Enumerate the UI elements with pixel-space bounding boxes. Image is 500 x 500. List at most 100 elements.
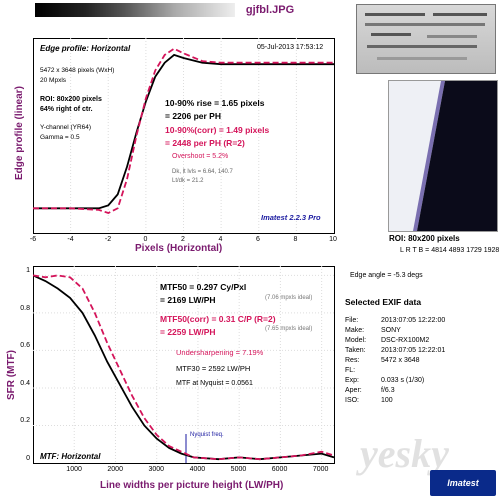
top-x-tick: 10 [329, 236, 337, 243]
nyquist-label: Nyquist freq. [190, 432, 224, 438]
exif-row: Taken: 2013:07:05 12:22:01 [345, 347, 445, 354]
exif-key: File: [345, 317, 359, 324]
top-x-ticks: -6 -4 -2 0 2 4 6 8 10 [0, 236, 340, 248]
roi-coords: L R T B = 4814 4893 1729 1928 [400, 247, 500, 254]
top-ylabel: Edge profile (linear) [14, 86, 25, 180]
exif-value: 2013:07:05 12:22:00 [381, 317, 446, 324]
rise-text: 10-90% rise = 1.65 pixels = 2206 per PH [165, 97, 264, 123]
top-x-tick: 2 [181, 236, 185, 243]
rise-text-pixels: 10-90% rise = 1.65 pixels [165, 98, 265, 108]
bottom-x-tick: 1000 [66, 466, 82, 473]
exif-key: FL: [345, 367, 356, 374]
exif-value: 100 [381, 397, 393, 404]
exif-key: ISO: [345, 397, 360, 404]
exif-key: Make: [345, 327, 365, 334]
exif-value: 0.033 s (1/30) [381, 377, 425, 384]
bottom-x-tick: 7000 [312, 466, 329, 473]
exif-key: Model: [345, 337, 367, 344]
mtf50-ideal: (7.06 mpxls ideal) [265, 295, 313, 301]
bottom-x-tick: 3000 [148, 466, 165, 473]
exif-value: f/6.3 [381, 387, 395, 394]
rise-text-ph: = 2206 per PH [165, 111, 221, 121]
bottom-y-tick: 0.4 [20, 379, 30, 387]
image-info: 5472 x 3648 pixels (WxH) 20 Mpxls [40, 66, 114, 86]
top-x-tick: 0 [143, 236, 148, 243]
top-grid [70, 38, 297, 233]
bottom-x-tick: 5000 [230, 466, 247, 473]
exif-row: File: 2013:07:05 12:22:00 [345, 317, 445, 324]
edge-angle: Edge angle = -5.3 degs [350, 272, 423, 279]
mtf50-cy-pxl: MTF50 = 0.297 Cy/Pxl [160, 282, 247, 292]
roi-title: ROI: 80x200 pixels [389, 234, 460, 243]
mtf50-text: MTF50 = 0.297 Cy/Pxl = 2169 LW/PH [160, 281, 246, 307]
top-x-tick: 4 [218, 236, 223, 243]
channel-info-gamma: Gamma = 0.5 [40, 134, 80, 141]
image-info-mpxls: 20 Mpxls [40, 77, 67, 84]
top-x-tick: -6 [29, 236, 37, 243]
undersharpening-text: Undersharpening = 7.19% [176, 348, 264, 357]
edge-profile-corr-line [33, 47, 334, 214]
bottom-x-tick: 6000 [271, 466, 288, 473]
exif-row: Make: SONY [345, 327, 401, 334]
mtf50-lw-ph: = 2169 LW/PH [160, 295, 216, 305]
bottom-grid [33, 266, 334, 463]
bottom-y-tick: 0.8 [20, 304, 30, 312]
bottom-heading: MTF: Horizontal [40, 452, 101, 461]
gray-gradient-bar [35, 3, 235, 17]
exif-title: Selected EXIF data [345, 297, 422, 307]
dark-light-ratio: Lt/dk = 21.2 [172, 178, 204, 184]
exif-row: Model: DSC-RX100M2 [345, 337, 429, 344]
mtf50corr-text: MTF50(corr) = 0.31 C/P (R=2) = 2259 LW/P… [160, 313, 276, 339]
mtf-chart [33, 266, 335, 464]
top-heading: Edge profile: Horizontal [40, 44, 131, 53]
exif-row: Aper: f/6.3 [345, 387, 395, 394]
top-x-tick: 6 [256, 236, 260, 243]
imatest-logo: Imatest [430, 470, 496, 496]
exif-value: 2013:07:05 12:22:01 [381, 347, 446, 354]
image-info-dimensions: 5472 x 3648 pixels (WxH) [40, 67, 115, 74]
top-x-tick: -4 [67, 236, 74, 243]
top-x-tick: -2 [104, 236, 112, 243]
bottom-y-tick: 0 [26, 454, 30, 462]
edge-profile-line [33, 53, 334, 210]
mtf-corr-line [33, 274, 335, 461]
exif-key: Exp: [345, 377, 360, 384]
mtf30-text: MTF30 = 2592 LW/PH [176, 364, 251, 373]
top-xlabel: Pixels (Horizontal) [135, 243, 223, 254]
bottom-x-tick: 2000 [107, 466, 123, 473]
overshoot-text: Overshoot = 5.2% [172, 153, 229, 160]
window-title: gjfbl.JPG [245, 4, 295, 16]
bottom-x-ticks: 1000 2000 3000 4000 5000 6000 7000 [0, 466, 340, 478]
top-date: 05-Jul-2013 17:53:12 [257, 44, 324, 51]
software-version: Imatest 2.2.3 Pro [261, 213, 321, 222]
watermark: yesky [360, 431, 449, 476]
exif-value: DSC-RX100M2 [381, 337, 430, 344]
mtf50corr-ideal: (7.65 mpxls ideal) [265, 326, 313, 332]
exif-key: Aper: [345, 387, 362, 394]
roi-image [388, 80, 498, 232]
exif-value: SONY [381, 327, 401, 334]
roi-info: ROI: 80x200 pixels 64% right of ctr. [40, 95, 102, 115]
exif-row: Exp: 0.033 s (1/30) [345, 377, 424, 384]
dark-light-levels: Dk, lt lvls = 6.64, 140.7 Lt/dk = 21.2 [172, 168, 233, 186]
bottom-xlabel: Line widths per picture height (LW/PH) [100, 480, 284, 491]
corr-rise-text: 10-90%(corr) = 1.49 pixels = 2448 per PH… [165, 124, 269, 150]
channel-info: Y-channel (YR64) Gamma = 0.5 [40, 123, 91, 143]
mtf50corr-lw-ph: = 2259 LW/PH [160, 327, 216, 337]
bottom-y-tick: 1 [26, 267, 30, 274]
edge-profile-chart [33, 38, 335, 234]
target-thumbnail [356, 4, 496, 74]
exif-key: Taken: [345, 347, 366, 354]
dark-light-levels-values: Dk, lt lvls = 6.64, 140.7 [172, 169, 233, 175]
mtf-nyquist-text: MTF at Nyquist = 0.0561 [176, 380, 253, 387]
exif-value: 5472 x 3648 [381, 357, 420, 364]
corr-rise-text-ph: = 2448 per PH (R=2) [165, 138, 245, 148]
bottom-y-ticks: 1 0.8 0.6 0.4 0.2 0 [14, 267, 30, 472]
exif-key: Res: [345, 357, 360, 364]
mtf50corr-cy-pxl: MTF50(corr) = 0.31 C/P (R=2) [160, 314, 276, 324]
bottom-y-tick: 0.6 [20, 342, 30, 350]
top-x-tick: 8 [293, 236, 298, 243]
channel-info-channel: Y-channel (YR64) [40, 124, 92, 131]
exif-row: ISO: 100 [345, 397, 393, 404]
corr-rise-text-pixels: 10-90%(corr) = 1.49 pixels [165, 125, 270, 135]
